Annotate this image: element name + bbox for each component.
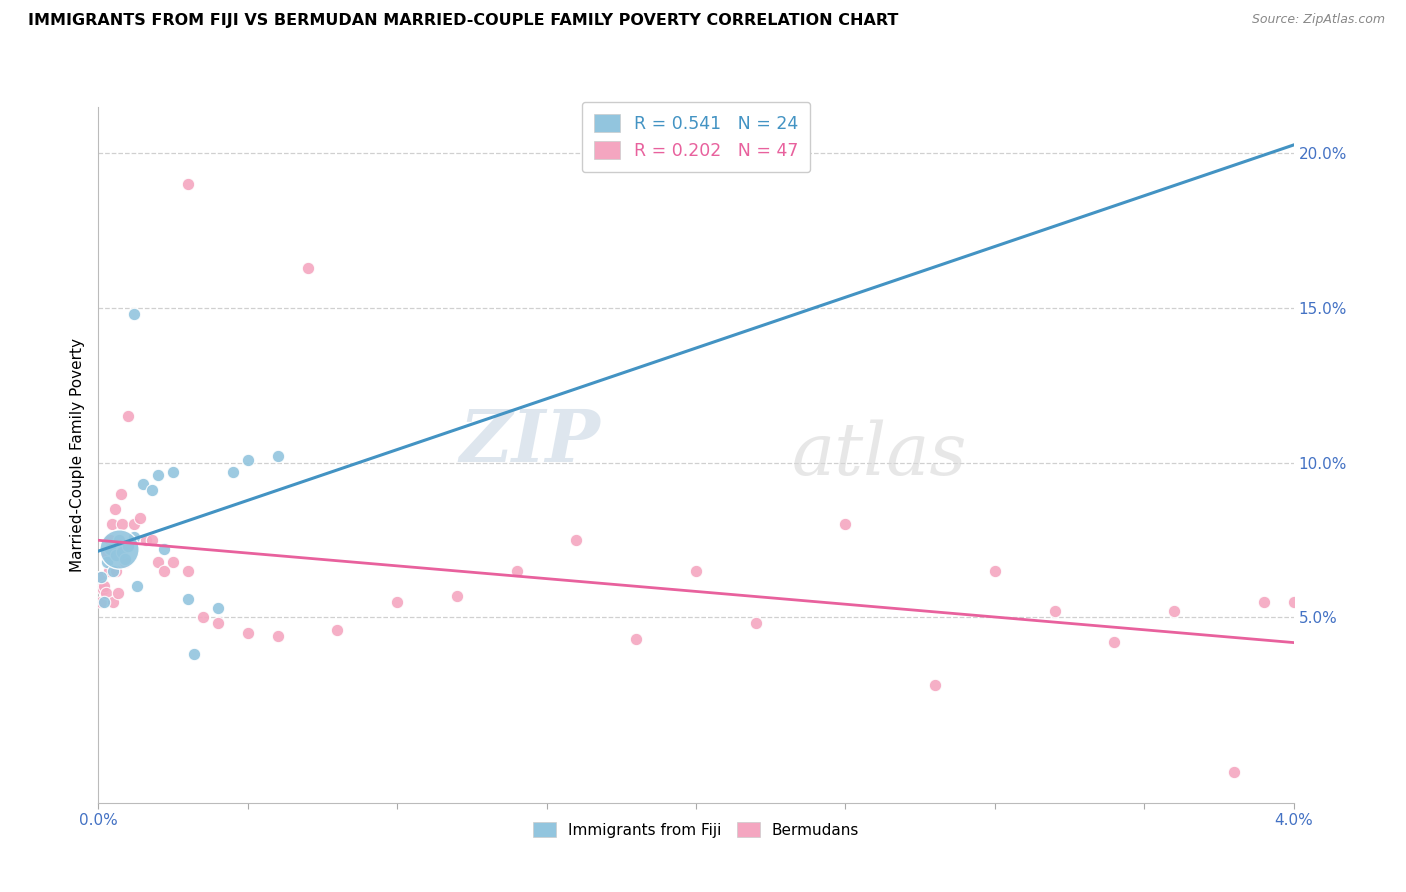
Point	[162, 555, 184, 569]
Point	[236, 452, 259, 467]
Point	[89, 570, 111, 584]
Point	[236, 625, 259, 640]
Point	[127, 579, 149, 593]
Point	[108, 542, 131, 557]
Point	[565, 533, 588, 547]
Point	[685, 564, 707, 578]
Point	[153, 564, 176, 578]
Point	[104, 502, 127, 516]
Point	[98, 533, 122, 547]
Point	[114, 555, 136, 569]
Point	[90, 570, 112, 584]
Point	[124, 517, 146, 532]
Text: Source: ZipAtlas.com: Source: ZipAtlas.com	[1251, 13, 1385, 27]
Text: ZIP: ZIP	[460, 406, 600, 476]
Point	[222, 465, 245, 479]
Point	[626, 632, 648, 646]
Point	[94, 585, 117, 599]
Point	[177, 178, 200, 192]
Point	[924, 678, 946, 692]
Point	[834, 517, 856, 532]
Text: IMMIGRANTS FROM FIJI VS BERMUDAN MARRIED-COUPLE FAMILY POVERTY CORRELATION CHART: IMMIGRANTS FROM FIJI VS BERMUDAN MARRIED…	[28, 13, 898, 29]
Point	[745, 616, 768, 631]
Point	[124, 530, 146, 544]
Point	[93, 595, 115, 609]
Point	[183, 648, 205, 662]
Point	[108, 533, 131, 547]
Legend: Immigrants from Fiji, Bermudans: Immigrants from Fiji, Bermudans	[527, 815, 865, 844]
Point	[191, 610, 214, 624]
Point	[1043, 604, 1066, 618]
Point	[132, 477, 155, 491]
Point	[446, 589, 468, 603]
Point	[111, 545, 134, 559]
Point	[207, 616, 229, 631]
Point	[108, 533, 131, 547]
Point	[129, 511, 152, 525]
Point	[105, 549, 128, 563]
Point	[105, 564, 128, 578]
Y-axis label: Married-Couple Family Poverty: Married-Couple Family Poverty	[69, 338, 84, 572]
Point	[98, 542, 122, 557]
Point	[93, 579, 115, 593]
Point	[506, 564, 529, 578]
Point	[1104, 635, 1126, 649]
Point	[148, 555, 170, 569]
Point	[148, 468, 170, 483]
Point	[141, 533, 163, 547]
Point	[177, 591, 200, 606]
Point	[984, 564, 1007, 578]
Point	[153, 542, 176, 557]
Point	[162, 465, 184, 479]
Point	[117, 539, 139, 553]
Point	[96, 555, 118, 569]
Point	[124, 307, 146, 321]
Point	[385, 595, 409, 609]
Point	[110, 486, 132, 500]
Point	[177, 564, 200, 578]
Point	[267, 450, 290, 464]
Text: atlas: atlas	[792, 419, 967, 491]
Point	[117, 409, 139, 424]
Point	[111, 517, 134, 532]
Point	[297, 260, 319, 275]
Point	[103, 595, 125, 609]
Point	[96, 549, 118, 563]
Point	[97, 564, 120, 578]
Point	[107, 585, 129, 599]
Point	[141, 483, 163, 498]
Point	[91, 582, 114, 597]
Point	[326, 623, 349, 637]
Point	[135, 533, 157, 547]
Point	[1163, 604, 1185, 618]
Point	[1223, 764, 1246, 779]
Point	[114, 551, 136, 566]
Point	[101, 517, 124, 532]
Point	[90, 595, 112, 609]
Point	[1282, 595, 1305, 609]
Point	[267, 629, 290, 643]
Point	[103, 564, 125, 578]
Point	[1253, 595, 1275, 609]
Point	[207, 601, 229, 615]
